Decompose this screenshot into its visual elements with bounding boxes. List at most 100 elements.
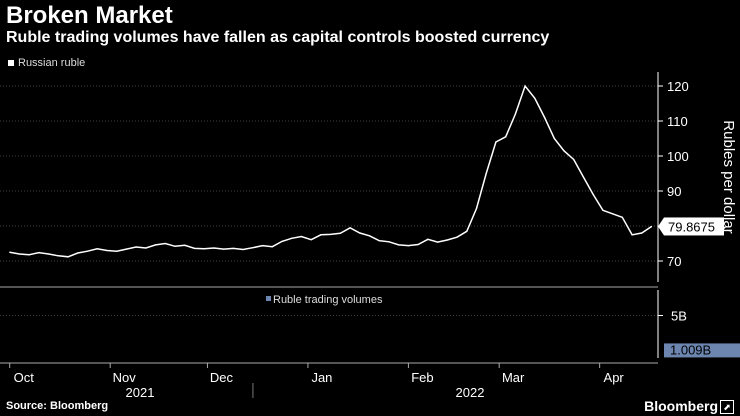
ruble-point bbox=[446, 239, 448, 241]
price-axis-title: Rubles per dollar bbox=[720, 120, 737, 233]
ruble-point bbox=[28, 254, 30, 256]
ruble-point bbox=[271, 246, 273, 248]
volume-callout-box bbox=[664, 343, 740, 358]
ruble-point bbox=[456, 236, 458, 238]
ruble-point bbox=[252, 247, 254, 249]
ruble-point bbox=[650, 225, 653, 228]
x-tick-label: Dec bbox=[210, 370, 234, 385]
ruble-point bbox=[368, 235, 371, 237]
ruble-point bbox=[495, 141, 497, 143]
ruble-point bbox=[330, 233, 332, 235]
ruble-point bbox=[514, 113, 516, 115]
ruble-point bbox=[582, 176, 585, 178]
ruble-point bbox=[154, 244, 157, 246]
volume-legend-label: Ruble trading volumes bbox=[273, 294, 383, 306]
ruble-point bbox=[38, 252, 40, 254]
bloomberg-brand: Bloomberg bbox=[644, 398, 718, 414]
x-tick-label: Oct bbox=[14, 370, 35, 385]
x-tick-label: Jan bbox=[311, 370, 332, 385]
ruble-point bbox=[125, 248, 128, 250]
ruble-point bbox=[641, 232, 643, 234]
ruble-point bbox=[612, 213, 614, 215]
ruble-point bbox=[485, 172, 487, 175]
ruble-point bbox=[407, 245, 410, 247]
ruble-point bbox=[475, 207, 478, 210]
ruble-point bbox=[310, 239, 312, 241]
ruble-point bbox=[349, 227, 351, 229]
ruble-point bbox=[339, 232, 341, 234]
ruble-point bbox=[388, 241, 390, 243]
x-tick-label: Mar bbox=[502, 370, 525, 385]
ruble-point bbox=[9, 251, 11, 253]
ruble-point bbox=[592, 193, 594, 196]
x-axis: Oct Nov Dec Jan Feb Mar Apr 2021 2022 bbox=[0, 362, 658, 400]
ruble-point bbox=[174, 245, 176, 247]
ruble-point bbox=[553, 137, 555, 140]
year-label: 2021 bbox=[126, 385, 155, 400]
ruble-point bbox=[281, 240, 283, 242]
ruble-legend: Russian ruble bbox=[8, 57, 85, 69]
price-tick-label: 100 bbox=[667, 149, 689, 164]
ruble-point bbox=[135, 246, 137, 248]
ruble-point bbox=[193, 247, 196, 249]
ruble-legend-swatch bbox=[8, 60, 14, 66]
volume-legend-swatch bbox=[266, 296, 271, 301]
ruble-point bbox=[291, 237, 293, 239]
price-tick-label: 70 bbox=[667, 254, 681, 269]
ruble-point bbox=[378, 240, 380, 242]
ruble-point bbox=[261, 245, 264, 247]
volume-last-value: 1.009B bbox=[670, 342, 711, 357]
volume-tick-label: 5B bbox=[671, 309, 687, 324]
ruble-point bbox=[86, 250, 89, 252]
ruble-point bbox=[18, 253, 21, 255]
ruble-point bbox=[631, 234, 633, 236]
ruble-point bbox=[116, 250, 118, 252]
x-tick-label: Apr bbox=[604, 370, 625, 385]
ruble-point bbox=[398, 244, 400, 246]
ruble-point bbox=[466, 230, 468, 232]
bloomberg-logo-icon: ⬈ bbox=[720, 400, 734, 414]
ruble-point bbox=[543, 116, 546, 119]
ruble-point bbox=[145, 247, 147, 249]
volume-panel: 5B Ruble trading volumes 1.009B bbox=[0, 290, 740, 358]
price-tick-label: 120 bbox=[667, 79, 689, 94]
ruble-point bbox=[436, 241, 439, 243]
ruble-last-value: 79.8675 bbox=[668, 219, 715, 234]
ruble-point bbox=[534, 97, 536, 99]
ruble-point bbox=[524, 85, 526, 87]
x-tick-label: Nov bbox=[113, 370, 137, 385]
ruble-point bbox=[621, 216, 623, 218]
ruble-point bbox=[213, 247, 215, 249]
x-tick-label: Feb bbox=[411, 370, 433, 385]
price-tick-label: 110 bbox=[667, 114, 688, 129]
ruble-point bbox=[300, 235, 303, 238]
ruble-point bbox=[203, 248, 205, 250]
ruble-point bbox=[48, 253, 50, 255]
ruble-callout-pointer bbox=[658, 217, 664, 236]
ruble-point bbox=[77, 252, 79, 254]
ruble-point bbox=[242, 248, 244, 251]
ruble-point bbox=[505, 136, 507, 138]
chart-subtitle: Ruble trading volumes have fallen as cap… bbox=[6, 29, 550, 46]
ruble-line bbox=[9, 84, 652, 258]
ruble-point bbox=[184, 244, 186, 246]
ruble-point bbox=[96, 248, 98, 250]
source-note: Source: Bloomberg bbox=[6, 400, 109, 412]
ruble-legend-label: Russian ruble bbox=[18, 57, 86, 69]
ruble-point bbox=[223, 248, 225, 250]
ruble-point bbox=[427, 238, 429, 240]
ruble-point bbox=[232, 247, 234, 249]
year-label: 2022 bbox=[456, 385, 485, 400]
ruble-point bbox=[67, 256, 69, 258]
chart-title: Broken Market bbox=[6, 2, 173, 29]
ruble-point bbox=[359, 232, 361, 234]
ruble-point bbox=[563, 150, 565, 152]
ruble-point bbox=[573, 158, 575, 161]
ruble-point bbox=[164, 242, 166, 245]
ruble-point bbox=[106, 249, 108, 252]
ruble-point bbox=[57, 255, 59, 257]
price-tick-label: 90 bbox=[667, 184, 681, 199]
ruble-point bbox=[602, 209, 604, 211]
